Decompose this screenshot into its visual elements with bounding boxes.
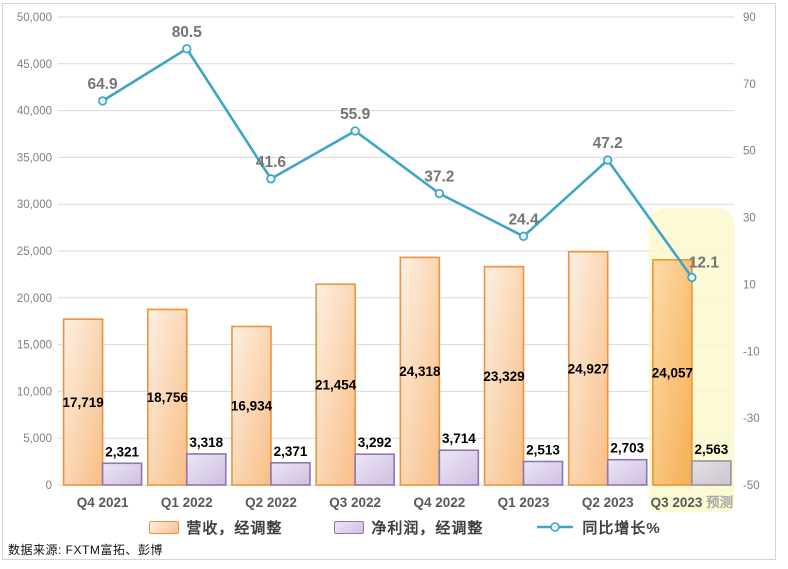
left-axis-tick: 30,000 bbox=[17, 199, 52, 211]
revenue-bar-label: 18,756 bbox=[147, 390, 189, 405]
left-axis-tick: 20,000 bbox=[17, 293, 52, 305]
yoy-point-label: 12.1 bbox=[689, 254, 720, 271]
right-axis-tick: 70 bbox=[743, 79, 756, 91]
right-axis-tick: 90 bbox=[743, 12, 756, 24]
revenue-bar-label: 24,318 bbox=[399, 364, 441, 379]
left-axis-tick: 5,000 bbox=[23, 433, 52, 445]
netprofit-bar-label: 2,513 bbox=[526, 442, 560, 457]
yoy-point-label: 37.2 bbox=[424, 169, 454, 186]
yoy-point-marker bbox=[687, 272, 697, 283]
legend-item-netprofit: 净利润，经调整 bbox=[334, 517, 483, 538]
x-axis-label: Q3 2022 bbox=[329, 495, 381, 510]
netprofit-bar bbox=[101, 462, 143, 486]
left-axis-tick: 45,000 bbox=[17, 59, 52, 71]
left-axis-tick: 40,000 bbox=[17, 106, 52, 118]
netprofit-bar-label: 2,321 bbox=[105, 444, 139, 459]
revenue-bar bbox=[483, 265, 525, 486]
yoy-point-marker bbox=[518, 231, 529, 241]
netprofit-bar-label: 2,371 bbox=[274, 444, 308, 459]
revenue-bar bbox=[567, 250, 609, 486]
netprofit-bar bbox=[606, 458, 648, 486]
netprofit-bar bbox=[691, 460, 732, 486]
yoy-growth-line bbox=[101, 47, 694, 279]
yoy-line-swatch-icon bbox=[537, 522, 574, 532]
yoy-point-label: 41.6 bbox=[256, 154, 287, 171]
left-axis: 50,000 45,000 40,000 35,000 30,000 25,000 20,0… bbox=[17, 12, 52, 492]
x-axis-label: Q2 2022 bbox=[245, 495, 297, 510]
legend-label-netprofit: 净利润，经调整 bbox=[371, 519, 484, 537]
yoy-point-label: 24.4 bbox=[508, 211, 539, 228]
yoy-points: 64.9 80.5 41.6 55.9 37.2 24.4 47.2 12.1 bbox=[88, 24, 720, 283]
revenue-bar-label: 24,057 bbox=[652, 365, 693, 380]
yoy-point-label: 55.9 bbox=[340, 106, 371, 123]
chart-legend: 营收，经调整 净利润，经调整 同比增长% bbox=[0, 514, 788, 540]
netprofit-bar-label: 3,318 bbox=[189, 435, 223, 450]
x-axis-label: Q4 2022 bbox=[413, 495, 465, 510]
right-axis: 90 70 50 30 10 -10 -30 -50 bbox=[743, 12, 760, 492]
legend-label-revenue: 营收，经调整 bbox=[186, 519, 283, 537]
right-axis-tick: -30 bbox=[743, 413, 760, 425]
yoy-point-marker bbox=[350, 126, 360, 136]
netprofit-bar-label: 2,703 bbox=[610, 441, 644, 456]
left-axis-tick: 15,000 bbox=[17, 340, 52, 352]
x-axis-label: Q1 2023 bbox=[498, 495, 550, 510]
left-axis-tick: 25,000 bbox=[17, 246, 52, 258]
yoy-point-label: 47.2 bbox=[593, 135, 623, 152]
left-axis-tick: 35,000 bbox=[17, 152, 52, 164]
right-axis-tick: -50 bbox=[743, 480, 760, 492]
revenue-bar-label: 17,719 bbox=[62, 395, 103, 410]
yoy-point-marker bbox=[434, 188, 444, 199]
revenue-bar-label: 16,934 bbox=[231, 399, 273, 414]
right-axis-tick: 50 bbox=[743, 146, 756, 158]
data-source-note: 数据来源: FXTM富拓、彭博 bbox=[8, 543, 163, 557]
revenue-bar bbox=[399, 256, 441, 486]
revenue-bar bbox=[62, 318, 104, 486]
revenue-bar-label: 24,927 bbox=[568, 361, 609, 376]
left-axis-tick: 50,000 bbox=[17, 12, 52, 24]
x-axis: Q4 2021 Q1 2022 Q2 2022 Q3 2022 Q4 2022 Q1 20… bbox=[77, 494, 733, 510]
netprofit-bar bbox=[354, 453, 395, 486]
revenue-bar bbox=[146, 308, 188, 486]
netprofit-bar bbox=[438, 449, 480, 486]
x-axis-label: Q3 2023 预测 bbox=[651, 494, 734, 510]
legend-item-revenue: 营收，经调整 bbox=[149, 517, 282, 538]
x-axis-label: Q2 2023 bbox=[582, 495, 634, 510]
yoy-point-marker bbox=[182, 44, 192, 54]
legend-label-yoy: 同比增长% bbox=[582, 519, 661, 537]
netprofit-bar bbox=[522, 460, 564, 486]
netprofit-bar-label: 3,292 bbox=[358, 435, 392, 450]
netprofit-bar-label: 3,714 bbox=[442, 431, 476, 446]
left-axis-tick: 10,000 bbox=[17, 386, 52, 398]
revenue-bar-label: 21,454 bbox=[315, 378, 357, 393]
netprofit-bar bbox=[270, 462, 311, 486]
right-axis-tick: -10 bbox=[743, 346, 760, 358]
right-axis-tick: 30 bbox=[743, 213, 756, 225]
revenue-bar bbox=[315, 283, 356, 486]
yoy-point-marker bbox=[266, 174, 276, 184]
yoy-point-marker bbox=[603, 155, 613, 165]
yoy-point-label: 80.5 bbox=[172, 24, 203, 41]
revenue-bar-label: 23,329 bbox=[483, 369, 524, 384]
netprofit-swatch-icon bbox=[334, 520, 365, 534]
netprofit-bar-label: 2,563 bbox=[695, 442, 729, 457]
combo-chart: 50,000 45,000 40,000 35,000 30,000 25,000 20,0… bbox=[17, 12, 760, 512]
left-axis-tick: 0 bbox=[46, 480, 52, 492]
yoy-point-marker bbox=[97, 96, 108, 106]
revenue-swatch-icon bbox=[149, 520, 180, 534]
revenue-bar bbox=[231, 325, 272, 486]
legend-item-yoy: 同比增长% bbox=[535, 517, 660, 538]
x-axis-label: Q1 2022 bbox=[161, 495, 213, 510]
x-axis-label: Q4 2021 bbox=[77, 495, 129, 510]
right-axis-tick: 10 bbox=[743, 279, 756, 291]
revenue-bar bbox=[652, 259, 693, 486]
yoy-point-label: 64.9 bbox=[88, 76, 119, 93]
bars: 17,719 2,321 18,756 3,318 16,934 2,371 21,454 3… bbox=[62, 250, 732, 486]
netprofit-bar bbox=[185, 453, 227, 486]
